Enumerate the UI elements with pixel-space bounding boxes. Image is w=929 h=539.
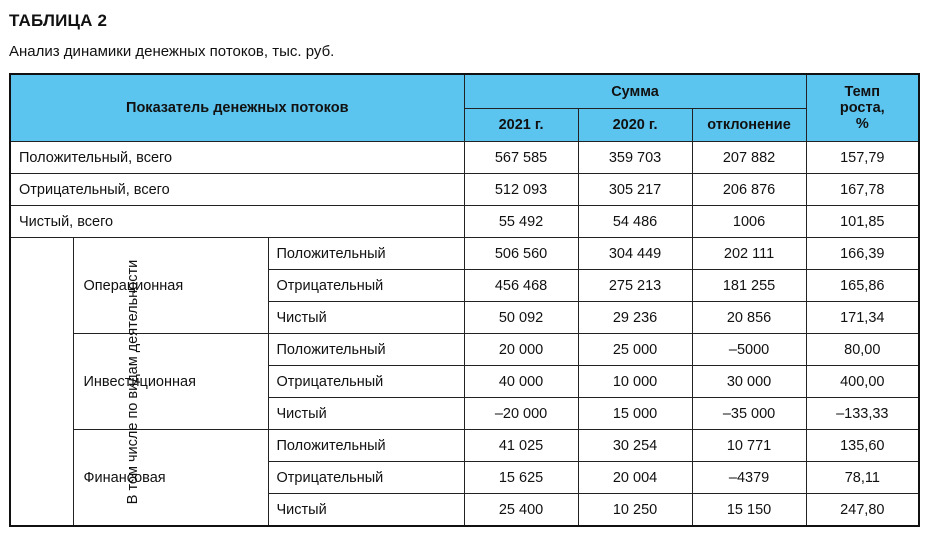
cell-2020: 10 250: [577, 493, 693, 527]
cell-growth: 78,11: [805, 461, 920, 494]
table-row: Финансовая Положительный 41 025 30 254 1…: [10, 429, 920, 527]
table-row: Отрицательный 15 625 20 004 –4379 78,11: [10, 461, 920, 494]
table-row: Чистый 50 092 29 236 20 856 171,34: [10, 301, 920, 334]
cell-2021: 512 093: [463, 173, 579, 206]
row-label: Чистый, всего: [9, 205, 465, 238]
table-subtitle: Анализ динамики денежных потоков, тыс. р…: [9, 43, 335, 60]
cell-growth: 400,00: [805, 365, 920, 398]
cell-2020: 10 000: [577, 365, 693, 398]
cell-deviation: 20 856: [691, 301, 807, 334]
vertical-label-text: В том числе по видам деятельности: [125, 259, 142, 504]
table-row: Инвестиционная Положительный 20 000 25 0…: [10, 333, 920, 430]
cell-2021: 50 092: [463, 301, 579, 334]
cell-2021: 40 000: [463, 365, 579, 398]
cell-growth: 167,78: [805, 173, 920, 206]
cell-2020: 15 000: [577, 397, 693, 430]
vertical-group-label: В том числе по видам деятельности: [9, 237, 141, 527]
cell-deviation: –5000: [691, 333, 807, 366]
header-growth: Темп роста, %: [805, 73, 920, 142]
row-label: Чистый: [267, 397, 465, 430]
cell-2020: 29 236: [577, 301, 693, 334]
cell-2020: 304 449: [577, 237, 693, 270]
cell-growth: –133,33: [805, 397, 920, 430]
table-row: Чистый –20 000 15 000 –35 000 –133,33: [10, 397, 920, 430]
table-row: Положительный, всего 567 585 359 703 207…: [9, 141, 920, 174]
cell-deviation: 206 876: [691, 173, 807, 206]
cell-2020: 54 486: [577, 205, 693, 238]
cell-deviation: 202 111: [691, 237, 807, 270]
header-sum: Сумма: [463, 73, 807, 109]
group-name: Операционная: [72, 237, 269, 334]
cell-deviation: 207 882: [691, 141, 807, 174]
cell-growth: 101,85: [805, 205, 920, 238]
table-row: Отрицательный 40 000 10 000 30 000 400,0…: [10, 365, 920, 398]
cell-2020: 20 004: [577, 461, 693, 494]
cell-deviation: –4379: [691, 461, 807, 494]
row-label: Отрицательный: [267, 461, 465, 494]
row-label: Положительный, всего: [9, 141, 465, 174]
row-label: Отрицательный, всего: [9, 173, 465, 206]
cell-growth: 166,39: [805, 237, 920, 270]
cell-growth: 247,80: [805, 493, 920, 527]
cell-2021: 25 400: [463, 493, 579, 527]
cell-2021: 506 560: [463, 237, 579, 270]
cell-deviation: 1006: [691, 205, 807, 238]
group-name: Инвестиционная: [72, 333, 269, 430]
header-2020: 2020 г.: [577, 108, 693, 142]
cell-2021: –20 000: [463, 397, 579, 430]
cell-2020: 25 000: [577, 333, 693, 366]
cell-deviation: –35 000: [691, 397, 807, 430]
cell-growth: 157,79: [805, 141, 920, 174]
cell-2020: 275 213: [577, 269, 693, 302]
cell-growth: 80,00: [805, 333, 920, 366]
table-row: Отрицательный, всего 512 093 305 217 206…: [9, 173, 920, 206]
row-label: Положительный: [267, 237, 465, 270]
cell-deviation: 30 000: [691, 365, 807, 398]
cell-2020: 30 254: [577, 429, 693, 462]
cell-2021: 41 025: [463, 429, 579, 462]
cell-deviation: 15 150: [691, 493, 807, 527]
header-deviation: отклонение: [691, 108, 807, 142]
table-row: Чистый 25 400 10 250 15 150 247,80: [10, 493, 920, 527]
row-label: Отрицательный: [267, 365, 465, 398]
table-row: Отрицательный 456 468 275 213 181 255 16…: [10, 269, 920, 302]
cash-flow-table: Показатель денежных потоков Сумма Темп р…: [9, 73, 921, 527]
cell-2020: 359 703: [577, 141, 693, 174]
row-label: Отрицательный: [267, 269, 465, 302]
cell-deviation: 10 771: [691, 429, 807, 462]
cell-growth: 135,60: [805, 429, 920, 462]
row-label: Положительный: [267, 333, 465, 366]
cell-deviation: 181 255: [691, 269, 807, 302]
cell-growth: 171,34: [805, 301, 920, 334]
table-row: Чистый, всего 55 492 54 486 1006 101,85: [9, 205, 920, 238]
header-2021: 2021 г.: [463, 108, 579, 142]
table-title: ТАБЛИЦА 2: [9, 11, 108, 30]
cell-2021: 567 585: [463, 141, 579, 174]
cell-2020: 305 217: [577, 173, 693, 206]
cell-2021: 55 492: [463, 205, 579, 238]
group-name: Финансовая: [72, 429, 269, 527]
cell-2021: 20 000: [463, 333, 579, 366]
row-label: Положительный: [267, 429, 465, 462]
row-label: Чистый: [267, 301, 465, 334]
cell-growth: 165,86: [805, 269, 920, 302]
cell-2021: 456 468: [463, 269, 579, 302]
header-indicator: Показатель денежных потоков: [9, 73, 465, 142]
cell-2021: 15 625: [463, 461, 579, 494]
table-row: В том числе по видам деятельности Операц…: [9, 237, 920, 527]
row-label: Чистый: [267, 493, 465, 527]
